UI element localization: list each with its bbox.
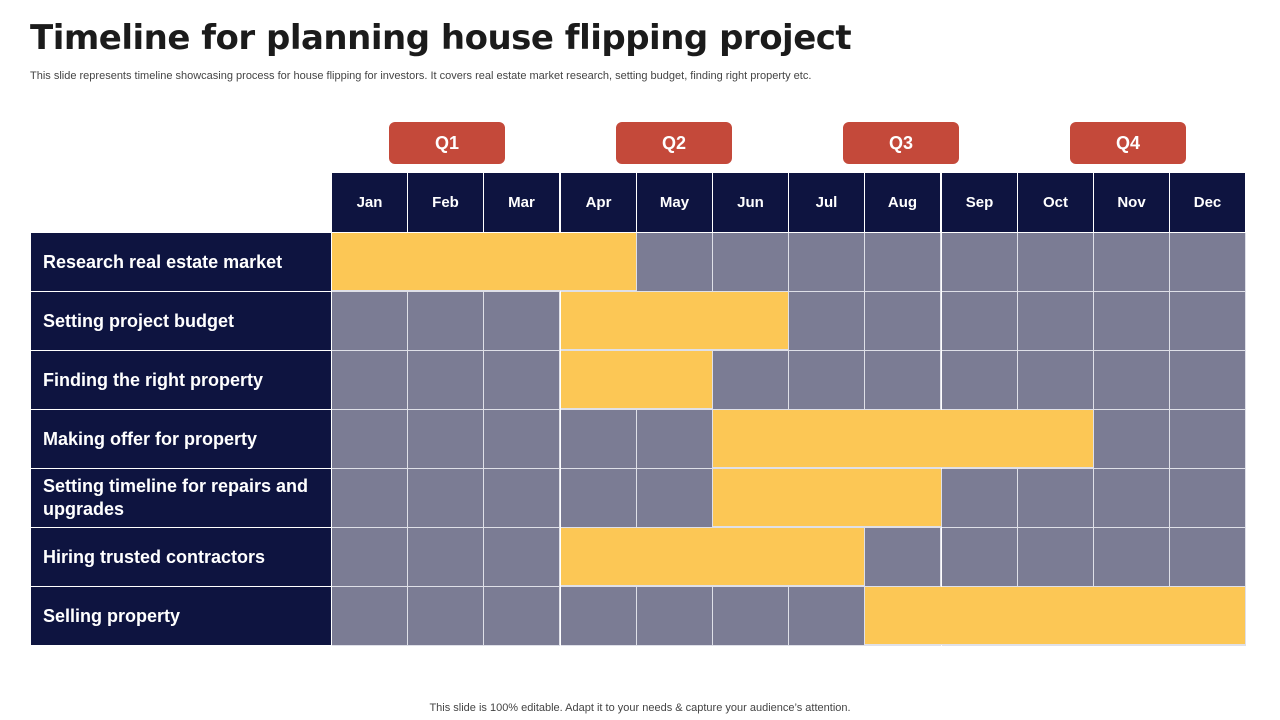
grid-cell [408,410,484,469]
task-label: Setting project budget [31,292,331,350]
slide-title: Timeline for planning house flipping pro… [30,18,852,58]
grid-cell [942,469,1018,528]
grid-cell [332,587,408,646]
task-label: Research real estate market [31,233,331,291]
grid-cell [1094,410,1170,469]
task-bar [713,410,1094,468]
grid-cell [1170,292,1246,351]
grid-cell [484,469,560,528]
task-bar [332,233,637,291]
grid-cell [408,292,484,351]
grid-cell [1094,528,1170,587]
grid-cell [408,528,484,587]
quarter-label-q1: Q1 [389,122,505,164]
grid-cell [1170,469,1246,528]
grid-cell [942,292,1018,351]
quarter-label-q3: Q3 [843,122,959,164]
grid-cell [789,587,865,646]
grid-cell [865,292,941,351]
grid-cell [408,351,484,410]
month-header-jan: Jan [331,172,408,233]
month-header-oct: Oct [1017,172,1094,233]
grid-cell [713,587,789,646]
grid-cell [561,587,637,646]
grid-cell [408,469,484,528]
grid-cell [484,528,560,587]
task-bar [561,351,713,409]
grid-cell [561,469,637,528]
grid-cell [332,410,408,469]
task-bar [713,469,942,527]
grid-cell [942,528,1018,587]
grid-cell [637,410,713,469]
grid-cell [1094,351,1170,410]
grid-cell [1170,410,1246,469]
grid-cell [1018,292,1094,351]
month-header-may: May [636,172,713,233]
grid-cell [484,292,560,351]
task-label: Selling property [31,587,331,645]
slide-subtitle: This slide represents timeline showcasin… [30,70,812,82]
grid-cell [942,233,1018,292]
grid-cell [942,351,1018,410]
month-header-mar: Mar [483,172,560,233]
grid-cell [789,351,865,410]
month-header-aug: Aug [864,172,941,233]
grid-cell [789,233,865,292]
grid-cell [1094,292,1170,351]
month-header-feb: Feb [407,172,484,233]
grid-cell [1018,469,1094,528]
task-label: Hiring trusted contractors [31,528,331,586]
grid-cell [561,410,637,469]
grid-cell [484,587,560,646]
month-header-apr: Apr [560,172,637,233]
grid-cell [1094,233,1170,292]
month-header-nov: Nov [1093,172,1170,233]
quarter-label-q4: Q4 [1070,122,1186,164]
grid-cell [332,528,408,587]
task-bar [561,292,789,350]
grid-cell [332,292,408,351]
grid-cell [1018,233,1094,292]
grid-cell [484,410,560,469]
grid-cell [713,233,789,292]
grid-cell [1018,528,1094,587]
grid-cell [1170,233,1246,292]
month-header-dec: Dec [1169,172,1246,233]
grid-cell [637,587,713,646]
grid-cell [1018,351,1094,410]
grid-cell [865,351,941,410]
task-bar [561,528,865,586]
grid-cell [1170,351,1246,410]
grid-cell [484,351,560,410]
grid-cell [408,587,484,646]
grid-cell [865,528,941,587]
task-label: Finding the right property [31,351,331,409]
grid-cell [637,469,713,528]
month-header-sep: Sep [941,172,1018,233]
month-header-jul: Jul [788,172,865,233]
task-bar [865,587,1246,645]
quarter-label-q2: Q2 [616,122,732,164]
grid-cell [332,351,408,410]
slide-footer: This slide is 100% editable. Adapt it to… [429,702,851,714]
task-label: Making offer for property [31,410,331,468]
grid-cell [865,233,941,292]
grid-cell [789,292,865,351]
month-header-jun: Jun [712,172,789,233]
grid-cell [713,351,789,410]
grid-cell [1170,528,1246,587]
grid-cell [332,469,408,528]
grid-cell [637,233,713,292]
grid-cell [1094,469,1170,528]
task-label: Setting timeline for repairs and upgrade… [31,469,331,527]
